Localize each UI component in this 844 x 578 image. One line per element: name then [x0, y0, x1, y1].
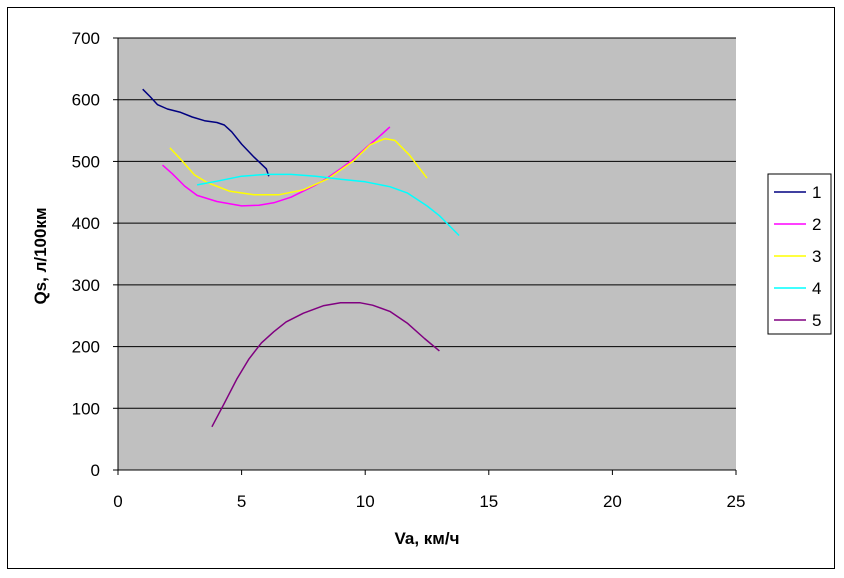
y-tick-label: 200	[72, 338, 100, 357]
series-line-4	[196, 173, 460, 237]
x-tick-label: 15	[479, 492, 498, 511]
series-line-1	[142, 88, 270, 177]
tick-labels: 0 100 200 300 400 500 600 700 0 5 10 15 20 25	[72, 29, 746, 511]
legend-box	[767, 173, 832, 335]
y-tick-label: 600	[72, 91, 100, 110]
series-line-3	[169, 137, 428, 196]
y-tick-label: 100	[72, 399, 100, 418]
axes	[113, 37, 737, 475]
y-tick-label: 500	[72, 152, 100, 171]
x-tick-label: 20	[603, 492, 622, 511]
y-tick-label: 400	[72, 214, 100, 233]
legend-label-1: 1	[812, 183, 821, 202]
legend-label-3: 3	[812, 247, 821, 266]
legend-label-5: 5	[812, 311, 821, 330]
y-axis-label: Qs, л/100км	[31, 207, 50, 304]
x-axis-label: Va, км/ч	[395, 529, 460, 548]
legend-label-2: 2	[812, 215, 821, 234]
series-lines	[142, 88, 460, 428]
legend-label-4: 4	[812, 279, 821, 298]
x-tick-label: 0	[113, 492, 122, 511]
x-tick-label: 5	[237, 492, 246, 511]
y-tick-label: 300	[72, 276, 100, 295]
y-tick-label: 0	[91, 461, 100, 480]
x-tick-label: 25	[727, 492, 746, 511]
plot-area	[118, 38, 736, 470]
x-tick-label: 10	[356, 492, 375, 511]
series-line-5	[211, 302, 440, 428]
y-tick-label: 700	[72, 29, 100, 48]
series-line-2	[162, 126, 391, 207]
legend: 1 2 3 4 5	[767, 173, 832, 335]
